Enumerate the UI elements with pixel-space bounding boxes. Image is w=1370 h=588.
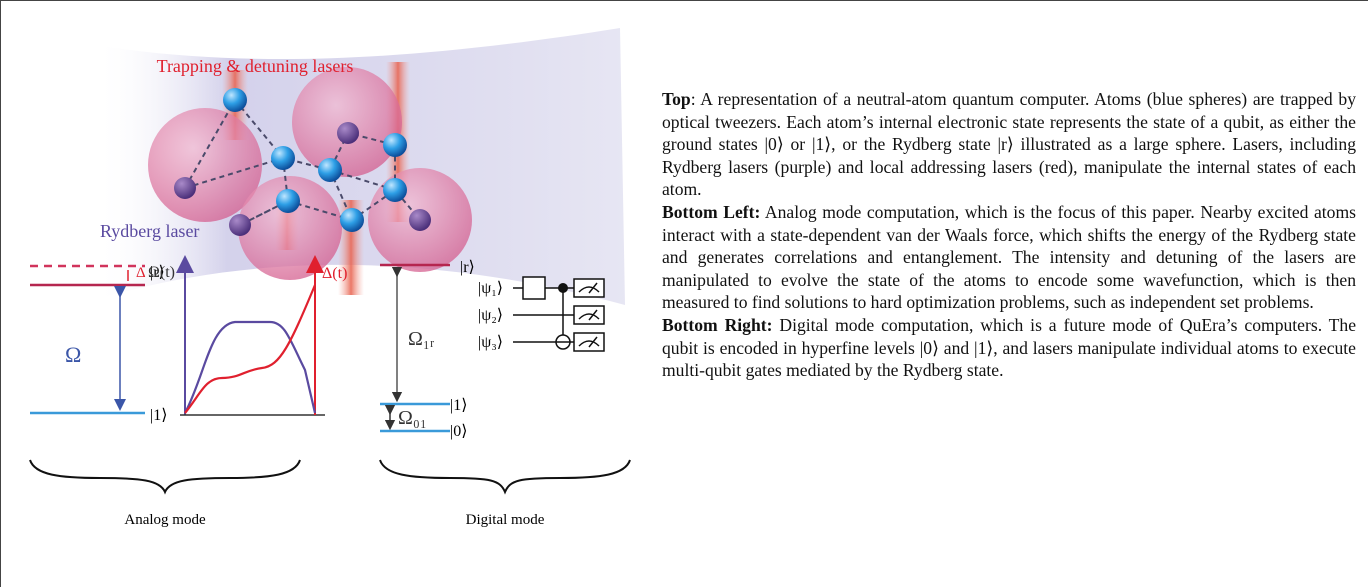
psi-2: |ψ₂⟩ — [478, 307, 503, 324]
delta-t-label: Δ(t) — [322, 265, 347, 282]
circuit — [513, 276, 605, 352]
illustration: Trapping & detuning lasers Rydberg laser… — [29, 28, 631, 528]
caption-paragraph: Bottom Left: Analog mode computation, wh… — [662, 201, 1356, 314]
rydberg-sphere — [292, 67, 402, 177]
omega-label: Ω — [65, 342, 81, 367]
brace — [379, 459, 631, 495]
ket-1: |1⟩ — [450, 397, 467, 414]
control-dot — [558, 283, 568, 293]
caption-body: Analog mode computation, which is the fo… — [662, 201, 1356, 313]
delta-pulse — [184, 284, 317, 414]
rydberg-sphere — [238, 176, 342, 280]
digital-caption: Digital mode — [466, 512, 545, 528]
trapping-label: Trapping & detuning lasers — [157, 56, 354, 76]
rydberg-label: Rydberg laser — [100, 221, 199, 241]
omega-t-label: Ω(t) — [148, 264, 175, 281]
caption-head: Bottom Left: — [662, 201, 761, 222]
ket-0: |0⟩ — [450, 423, 467, 440]
omega-01: Ω₀₁ — [398, 407, 427, 429]
caption: Top: A representation of a neutral-atom … — [662, 88, 1356, 382]
omega-1r: Ω₁ᵣ — [408, 328, 435, 350]
caption-body: Digital mode computation, which is a fut… — [662, 314, 1357, 381]
analog-caption: Analog mode — [124, 512, 206, 528]
caption-head: Bottom Right: — [662, 314, 773, 335]
caption-paragraph: Bottom Right: Digital mode computation, … — [662, 314, 1356, 382]
omega-pulse — [184, 320, 317, 414]
atoms — [174, 88, 431, 236]
caption-body: : A representation of a neutral-atom qua… — [662, 89, 1356, 200]
caption-head: Top — [662, 89, 691, 109]
ket-r: |r⟩ — [150, 264, 165, 281]
psi-1: |ψ₁⟩ — [478, 280, 503, 297]
ket-r: |r⟩ — [460, 259, 475, 276]
brace — [29, 459, 301, 495]
ket-1: |1⟩ — [150, 407, 167, 424]
delta-label: Δ — [136, 265, 146, 281]
psi-3: |ψ₃⟩ — [478, 334, 503, 351]
caption-paragraph: Top: A representation of a neutral-atom … — [662, 88, 1356, 201]
